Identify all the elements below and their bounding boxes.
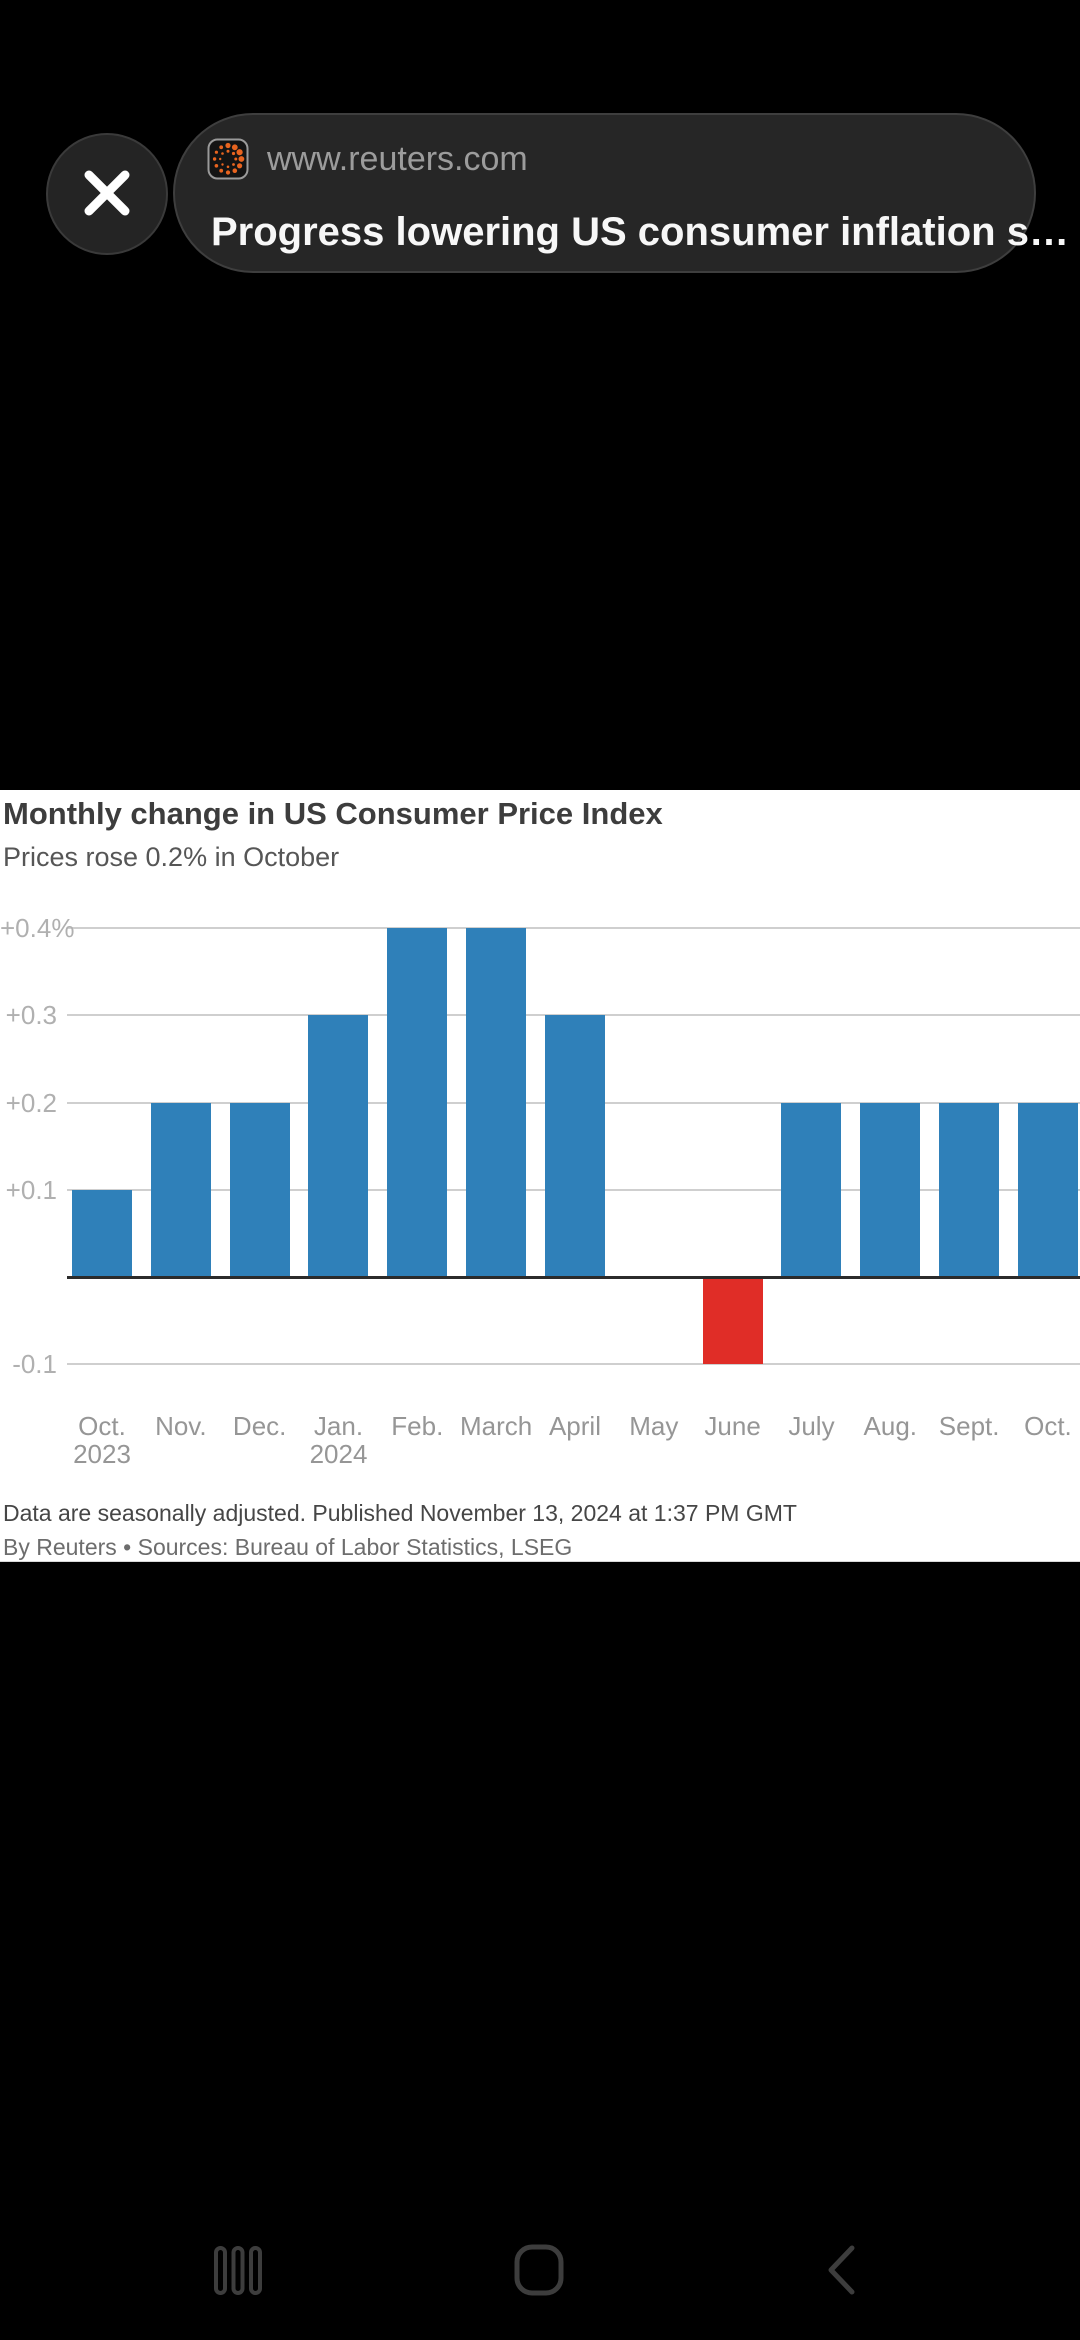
chart-source-line: By Reuters • Sources: Bureau of Labor St… [3, 1534, 573, 1560]
zero-axis-line [67, 1276, 1080, 1279]
x-tick-label: Jan. [313, 1411, 364, 1441]
x-tick-label: June [704, 1411, 761, 1441]
close-icon [79, 165, 135, 224]
x-tick-label: Oct. [1024, 1411, 1072, 1441]
x-tick-label: May [629, 1411, 679, 1441]
reuters-favicon-icon [207, 138, 249, 180]
x-tick-label: Sept. [938, 1411, 1000, 1441]
bar [860, 1102, 921, 1277]
bar [308, 1015, 369, 1277]
bar [702, 1277, 763, 1365]
home-button[interactable] [499, 2231, 579, 2311]
x-tick-label: April [548, 1411, 601, 1441]
bar [544, 1015, 605, 1277]
y-tick-label: -0.1 [12, 1349, 57, 1380]
x-tick-label: Dec. [232, 1411, 287, 1441]
y-tick-label: +0.1 [5, 1174, 57, 1205]
preview-page-title: Progress lowering US consumer inflation … [211, 210, 1069, 254]
recents-icon [214, 2245, 262, 2299]
back-button[interactable] [802, 2231, 882, 2311]
back-icon [823, 2244, 861, 2299]
x-tick-label: Aug. [863, 1411, 918, 1441]
x-tick-label: Oct. [78, 1411, 126, 1441]
chart-footnote: Data are seasonally adjusted. Published … [3, 1500, 797, 1526]
bar [387, 928, 448, 1277]
x-tick-year-label: 2024 [309, 1439, 368, 1469]
x-tick-label: July [788, 1411, 835, 1441]
bar [229, 1102, 290, 1277]
x-tick-year-label: 2023 [73, 1439, 131, 1469]
bar-chart-plot: +0.4% +0.3 +0.2 +0.1 -0.1 Oct. 2023 Nov. Dec. Jan… [0, 790, 1080, 1562]
bar [1017, 1102, 1078, 1277]
bar [939, 1102, 1000, 1277]
y-tick-label: +0.4% [0, 913, 75, 944]
bar [781, 1102, 842, 1277]
close-button[interactable] [46, 133, 168, 255]
x-tick-label: March [460, 1411, 533, 1441]
chart-title: Monthly change in US Consumer Price Inde… [3, 796, 663, 831]
recents-button[interactable] [198, 2232, 278, 2312]
preview-url: www.reuters.com [267, 140, 528, 178]
home-icon [514, 2244, 564, 2299]
chart-card: Monthly change in US Consumer Price Inde… [0, 790, 1080, 1562]
y-tick-label: +0.2 [5, 1087, 57, 1118]
link-preview-pill[interactable]: www.reuters.com Progress lowering US con… [173, 113, 1069, 273]
bar [150, 1102, 211, 1277]
grid-line [67, 1363, 1080, 1366]
bar [466, 928, 527, 1277]
chart-subtitle: Prices rose 0.2% in October [3, 842, 340, 872]
x-tick-label: Feb. [391, 1411, 444, 1441]
grid-line [67, 927, 1080, 930]
bar [72, 1189, 132, 1277]
y-tick-label: +0.3 [5, 1000, 57, 1031]
x-tick-label: Nov. [155, 1411, 207, 1441]
